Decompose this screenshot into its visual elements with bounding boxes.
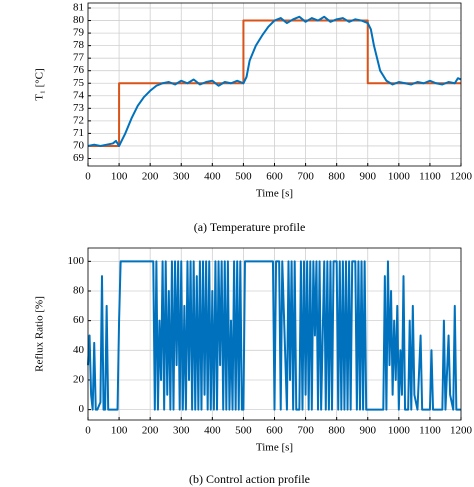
x-tick-label: 600 <box>266 425 283 437</box>
x-tick-label: 200 <box>142 425 159 437</box>
x-tick-label: 400 <box>204 171 221 183</box>
y-tick-label: 20 <box>73 373 85 385</box>
x-tick-label: 900 <box>360 425 377 437</box>
x-tick-label: 600 <box>266 171 283 183</box>
x-tick-label: 1200 <box>450 425 473 437</box>
y-tick-label: 80 <box>73 14 85 26</box>
x-tick-label: 500 <box>235 425 252 437</box>
y-tick-label: 40 <box>73 344 85 356</box>
plot-frame <box>87 2 462 167</box>
y-tick-label: 77 <box>73 52 85 64</box>
x-tick-label: 500 <box>235 171 252 183</box>
x-axis-label: Time [s] <box>256 188 293 200</box>
y-tick-label: 72 <box>73 114 84 126</box>
y-tick-label: 80 <box>73 285 85 297</box>
x-tick-label: 800 <box>328 171 345 183</box>
data-line <box>87 260 461 411</box>
y-tick-label: 79 <box>73 27 85 39</box>
x-axis-label: Time [s] <box>256 442 293 454</box>
y-tick-label: 71 <box>73 127 84 139</box>
x-tick-label: 200 <box>142 171 159 183</box>
y-axis-label: Reflux Ratio [%] <box>34 296 46 372</box>
data-line <box>88 19 461 147</box>
x-tick-label: 800 <box>328 425 345 437</box>
y-tick-label: 73 <box>73 102 85 114</box>
y-tick-label: 69 <box>73 152 85 164</box>
x-tick-label: 100 <box>111 425 128 437</box>
y-tick-label: 81 <box>73 2 84 14</box>
x-tick-label: 1100 <box>419 425 441 437</box>
x-tick-label: 700 <box>297 425 314 437</box>
y-tick-label: 76 <box>73 64 85 76</box>
x-tick-label: 0 <box>85 425 91 437</box>
y-tick-label: 78 <box>73 39 85 51</box>
x-tick-label: 900 <box>360 171 377 183</box>
caption: (a) Temperature profile <box>194 220 306 234</box>
y-tick-label: 75 <box>73 77 85 89</box>
y-tick-label: 100 <box>68 255 85 267</box>
y-tick-label: 60 <box>73 314 85 326</box>
caption: (b) Control action profile <box>189 472 310 486</box>
x-tick-label: 300 <box>173 425 190 437</box>
x-tick-label: 1200 <box>450 171 473 183</box>
data-line <box>87 15 462 147</box>
y-tick-label: 0 <box>79 403 85 415</box>
y-axis-label: T₁ [°C] <box>34 68 46 100</box>
y-tick-label: 70 <box>73 139 85 151</box>
x-tick-label: 700 <box>297 171 314 183</box>
x-tick-label: 1100 <box>419 171 441 183</box>
y-tick-label: 74 <box>73 89 85 101</box>
x-tick-label: 1000 <box>388 171 411 183</box>
x-tick-label: 0 <box>85 171 91 183</box>
plot-frame <box>87 247 462 421</box>
x-tick-label: 400 <box>204 425 221 437</box>
x-tick-label: 1000 <box>388 425 411 437</box>
x-tick-label: 300 <box>173 171 190 183</box>
x-tick-label: 100 <box>111 171 128 183</box>
